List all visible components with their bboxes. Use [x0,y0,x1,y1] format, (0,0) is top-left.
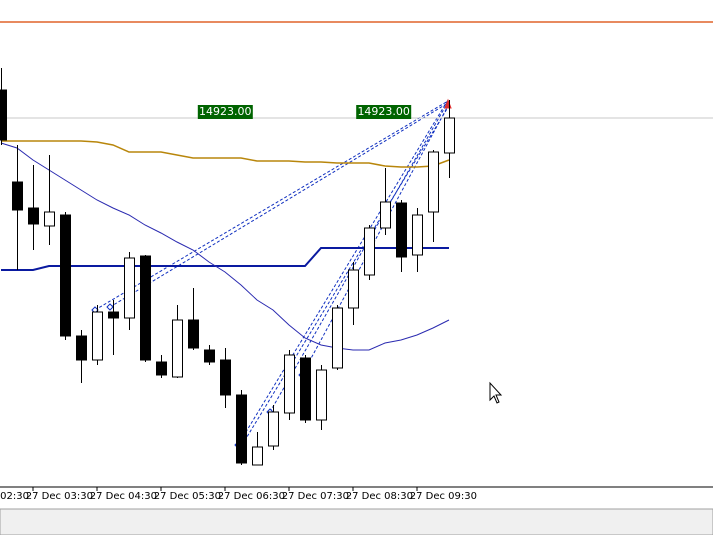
indicator-line [1,140,450,168]
trade-line [94,100,449,311]
candle-body [188,319,199,349]
trade-line [241,103,451,446]
candle-body [332,307,343,369]
x-tick-label: 27 Dec 05:30 [154,491,221,502]
candle-body [252,446,263,466]
candle-body [156,361,167,376]
trade-line [237,99,449,446]
x-tick-label: 27 Dec 06:30 [218,491,285,502]
candle-body [268,411,279,447]
trade-line [109,102,449,308]
x-tick-label: 02:30 [0,491,29,502]
candle-body [364,227,375,276]
candle-body [220,359,231,396]
candle-body [124,257,135,319]
x-tick-label: 27 Dec 09:30 [410,491,477,502]
candle-body [92,311,103,361]
scrollbar-area [0,508,713,535]
trade-line [301,103,450,376]
candle-body [140,255,151,361]
candle-body [204,349,215,363]
candle-body [76,335,87,361]
price-label: 14923.00 [357,105,410,118]
price-label: 14923.00 [199,105,252,118]
cursor [489,381,503,404]
x-tick-label: 27 Dec 08:30 [346,491,413,502]
candle-body [428,151,439,213]
candle-body [236,394,247,464]
candle-body [396,202,407,258]
mouse-cursor [489,381,503,404]
indicator-line [0,142,450,351]
candle-body [412,214,423,256]
price-label-box [197,105,253,119]
candle-body [316,369,327,421]
candle-body [28,207,39,225]
candle-body [12,181,23,211]
trade-line [269,101,449,413]
x-tick-label: 27 Dec 03:30 [26,491,93,502]
candle-body [0,89,7,141]
candle-body [444,117,455,154]
x-tick-label: 27 Dec 04:30 [90,491,157,502]
candle-body [284,354,295,414]
candle-body [60,214,71,337]
candle-body [108,311,119,319]
x-tick-label: 27 Dec 07:30 [282,491,349,502]
candle-body [348,269,359,309]
candle-body [44,211,55,227]
trade-lines [94,99,451,446]
trade-marker [106,303,114,311]
price-label-box [356,105,412,119]
candle-body [172,319,183,378]
candle-body [300,357,311,421]
candle-body [380,201,391,229]
